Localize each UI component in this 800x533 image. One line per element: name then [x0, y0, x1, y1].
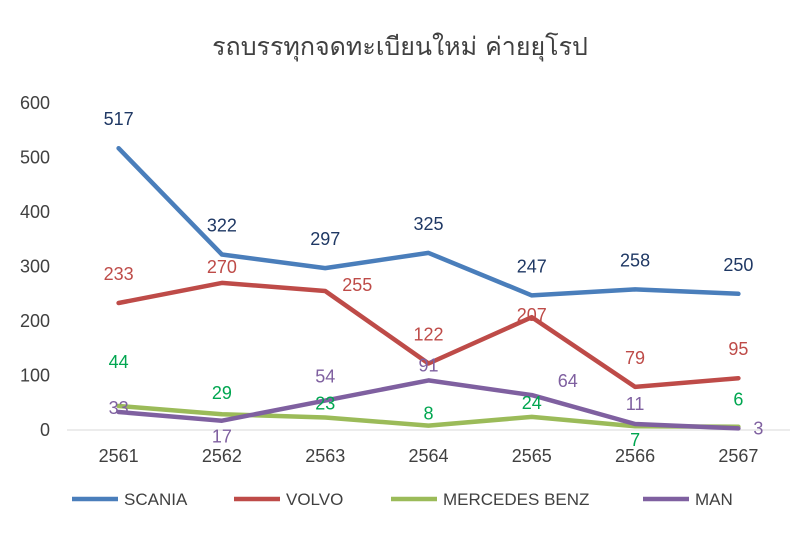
data-label: 258 — [620, 250, 650, 270]
y-tick-label: 500 — [20, 148, 50, 168]
series-line-man — [116, 378, 741, 431]
y-tick-label: 400 — [20, 202, 50, 222]
y-tick-label: 200 — [20, 311, 50, 331]
data-label: 91 — [418, 355, 438, 375]
y-tick-label: 100 — [20, 366, 50, 386]
y-tick-label: 0 — [40, 420, 50, 440]
data-label: 233 — [104, 264, 134, 284]
data-label: 17 — [212, 427, 232, 447]
y-tick-label: 600 — [20, 93, 50, 113]
data-label: 122 — [413, 325, 443, 345]
data-label: 207 — [517, 305, 547, 325]
x-tick-label: 2561 — [99, 446, 139, 466]
chart-axes: 0 100 200 300 400 500 600 2561 2562 2563 2564 2565 2… — [20, 93, 790, 466]
data-label: 95 — [728, 339, 748, 359]
data-label: 517 — [104, 109, 134, 129]
data-label: 54 — [315, 367, 335, 387]
data-label: 8 — [423, 404, 433, 424]
data-label: 322 — [207, 216, 237, 236]
legend-label: SCANIA — [124, 490, 188, 509]
legend-label: MAN — [695, 490, 733, 509]
series-line-volvo — [116, 280, 741, 390]
y-tick-label: 300 — [20, 257, 50, 277]
data-label: 64 — [558, 371, 578, 391]
chart-title: รถบรรทุกจดทะเบียนใหม่ ค่ายยุโรป — [212, 32, 588, 62]
x-tick-label: 2563 — [305, 446, 345, 466]
legend: SCANIA VOLVO MERCEDES BENZ MAN — [72, 490, 733, 509]
x-tick-label: 2565 — [512, 446, 552, 466]
data-label: 6 — [733, 390, 743, 410]
series-lines — [116, 145, 741, 431]
legend-label: VOLVO — [286, 490, 343, 509]
data-label: 79 — [625, 348, 645, 368]
legend-label: MERCEDES BENZ — [443, 490, 589, 509]
x-tick-label: 2562 — [202, 446, 242, 466]
data-label: 247 — [517, 256, 547, 276]
x-tick-label: 2567 — [718, 446, 758, 466]
data-label: 11 — [626, 394, 645, 414]
x-tick-label: 2564 — [408, 446, 448, 466]
data-label: 3 — [753, 418, 763, 438]
x-tick-label: 2566 — [615, 446, 655, 466]
data-label: 7 — [630, 430, 640, 450]
series-line-scania — [116, 145, 741, 298]
data-label: 23 — [315, 393, 335, 413]
data-label: 255 — [342, 275, 372, 295]
data-label: 250 — [723, 255, 753, 275]
data-label: 24 — [522, 393, 542, 413]
data-label: 33 — [109, 398, 129, 418]
data-label: 44 — [109, 352, 129, 372]
data-label: 325 — [413, 214, 443, 234]
data-label: 270 — [207, 257, 237, 277]
data-label: 297 — [310, 229, 340, 249]
data-label: 29 — [212, 383, 232, 403]
